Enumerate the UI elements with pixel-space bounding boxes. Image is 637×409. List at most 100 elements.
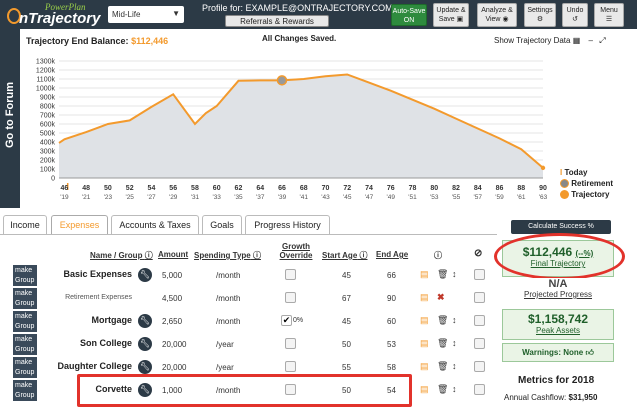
row-amount[interactable]: 1,000 xyxy=(162,386,183,395)
x-tick-label: 56 xyxy=(169,185,177,192)
tab-goals[interactable]: Goals xyxy=(202,215,242,235)
tab-income[interactable]: Income xyxy=(3,215,47,235)
trash-icon[interactable]: 🗑︎ xyxy=(437,361,449,371)
end-balance-value: $112,446 xyxy=(131,36,169,46)
reorder-icon[interactable]: ↕ xyxy=(452,269,457,279)
row-spending-type[interactable]: /year xyxy=(216,340,234,349)
make-group-button[interactable]: make Group xyxy=(13,334,37,355)
row-start-age[interactable]: 55 xyxy=(342,363,351,372)
make-group-button[interactable]: make Group xyxy=(13,357,37,378)
reorder-icon[interactable]: ↕ xyxy=(452,315,457,325)
delete-x-icon[interactable]: ✖ xyxy=(437,292,445,302)
show-trajectory-data[interactable]: Show Trajectory Data ▦ – ⤢ xyxy=(494,36,606,46)
growth-override-checkbox[interactable]: ✔ xyxy=(281,315,292,326)
reorder-icon[interactable]: ↕ xyxy=(452,361,457,371)
legend-trajectory: Trajectory xyxy=(571,190,610,199)
menu-button[interactable]: Menu ☰ xyxy=(594,3,624,27)
table-row: make Group Son College 🔧︎ 20,000/year 50 53 ▤ 🗑︎… xyxy=(0,334,497,356)
row-amount[interactable]: 20,000 xyxy=(162,340,187,349)
wrench-icon[interactable]: 🔧︎ xyxy=(138,268,152,282)
tab-progress-history[interactable]: Progress History xyxy=(245,215,330,235)
trash-icon[interactable]: 🗑︎ xyxy=(437,315,449,325)
row-start-age[interactable]: 67 xyxy=(342,294,351,303)
trash-icon[interactable]: 🗑︎ xyxy=(437,269,449,279)
warnings-card[interactable]: Warnings: None 👍︎ xyxy=(502,343,614,362)
row-spending-type[interactable]: /month xyxy=(216,386,241,395)
row-amount[interactable]: 2,650 xyxy=(162,317,183,326)
row-amount[interactable]: 5,000 xyxy=(162,271,183,280)
row-start-age[interactable]: 50 xyxy=(342,340,351,349)
tab-expenses[interactable]: Expenses xyxy=(51,215,108,235)
go-to-forum-tab[interactable]: Go to Forum xyxy=(0,29,20,208)
analyze-view-button[interactable]: Analyze & View ◉ xyxy=(477,3,517,27)
info-icon[interactable]: ⓘ xyxy=(252,251,261,260)
update-save-label-2: Save xyxy=(438,16,455,23)
insert-icon[interactable]: ▤ xyxy=(420,361,429,371)
scenario-select[interactable]: Mid-Life ▼ xyxy=(108,6,184,23)
row-start-age[interactable]: 45 xyxy=(342,271,351,280)
growth-override-checkbox[interactable] xyxy=(285,361,296,372)
make-group-button[interactable]: make Group xyxy=(13,311,37,332)
y-tick-label: 100k xyxy=(40,167,56,174)
disable-checkbox[interactable] xyxy=(474,361,485,372)
row-spending-type[interactable]: /year xyxy=(216,363,234,372)
row-spending-type[interactable]: /month xyxy=(216,294,241,303)
info-icon[interactable]: ⓘ xyxy=(144,251,153,260)
row-amount[interactable]: 4,500 xyxy=(162,294,183,303)
disable-checkbox[interactable] xyxy=(474,292,485,303)
undo-label: Undo xyxy=(566,7,584,14)
insert-icon[interactable]: ▤ xyxy=(420,338,429,348)
row-end-age[interactable]: 60 xyxy=(387,317,396,326)
disable-checkbox[interactable] xyxy=(474,384,485,395)
insert-icon[interactable]: ▤ xyxy=(420,292,429,302)
logo[interactable]: PowerPlan nTrajectory xyxy=(5,2,100,28)
row-end-age[interactable]: 58 xyxy=(387,363,396,372)
disable-checkbox[interactable] xyxy=(474,269,485,280)
reorder-icon[interactable]: ↕ xyxy=(452,338,457,348)
analyze-label-1: Analyze & xyxy=(481,7,513,14)
row-spending-type[interactable]: /month xyxy=(216,271,241,280)
insert-icon[interactable]: ▤ xyxy=(420,384,429,394)
make-group-button[interactable]: make Group xyxy=(13,265,37,286)
disable-icon[interactable]: ⊘ xyxy=(474,248,483,259)
row-name: Son College xyxy=(79,338,132,348)
reorder-icon[interactable]: ↕ xyxy=(452,384,457,394)
update-save-label-1: Update & xyxy=(436,7,466,14)
trash-icon[interactable]: 🗑︎ xyxy=(437,338,449,348)
make-group-button[interactable]: make Group xyxy=(13,288,37,309)
autosave-toggle[interactable]: Auto-Save ON xyxy=(391,4,427,26)
growth-override-checkbox[interactable] xyxy=(285,384,296,395)
calculate-success-button[interactable]: Calculate Success % xyxy=(511,220,611,234)
insert-icon[interactable]: ▤ xyxy=(420,269,429,279)
expand-icon[interactable]: ⤢ xyxy=(599,36,606,45)
row-end-age[interactable]: 53 xyxy=(387,340,396,349)
growth-override-checkbox[interactable] xyxy=(285,338,296,349)
update-save-button[interactable]: Update & Save ▣ xyxy=(433,3,469,27)
row-start-age[interactable]: 45 xyxy=(342,317,351,326)
growth-override-checkbox[interactable] xyxy=(285,292,296,303)
row-end-age[interactable]: 54 xyxy=(387,386,396,395)
growth-override-checkbox[interactable] xyxy=(285,269,296,280)
disable-checkbox[interactable] xyxy=(474,315,485,326)
collapse-icon[interactable]: – xyxy=(588,36,593,45)
info-icon[interactable]: ⓘ xyxy=(434,251,442,260)
insert-icon[interactable]: ▤ xyxy=(420,315,429,325)
wrench-icon[interactable]: 🔧︎ xyxy=(138,383,152,397)
wrench-icon[interactable]: 🔧︎ xyxy=(138,314,152,328)
row-start-age[interactable]: 50 xyxy=(342,386,351,395)
header-end-age: End Age xyxy=(376,250,409,259)
wrench-icon[interactable]: 🔧︎ xyxy=(138,360,152,374)
make-group-button[interactable]: make Group xyxy=(13,380,37,401)
info-icon[interactable]: ⓘ xyxy=(359,251,368,260)
disable-checkbox[interactable] xyxy=(474,338,485,349)
row-amount[interactable]: 20,000 xyxy=(162,363,187,372)
wrench-icon[interactable]: 🔧︎ xyxy=(138,337,152,351)
trash-icon[interactable]: 🗑︎ xyxy=(437,384,449,394)
row-spending-type[interactable]: /month xyxy=(216,317,241,326)
referrals-button[interactable]: Referrals & Rewards xyxy=(225,15,329,27)
undo-button[interactable]: Undo ↺ xyxy=(562,3,588,27)
settings-button[interactable]: Settings ⚙ xyxy=(524,3,556,27)
tab-accounts-taxes[interactable]: Accounts & Taxes xyxy=(111,215,199,235)
row-end-age[interactable]: 66 xyxy=(387,271,396,280)
row-end-age[interactable]: 90 xyxy=(387,294,396,303)
